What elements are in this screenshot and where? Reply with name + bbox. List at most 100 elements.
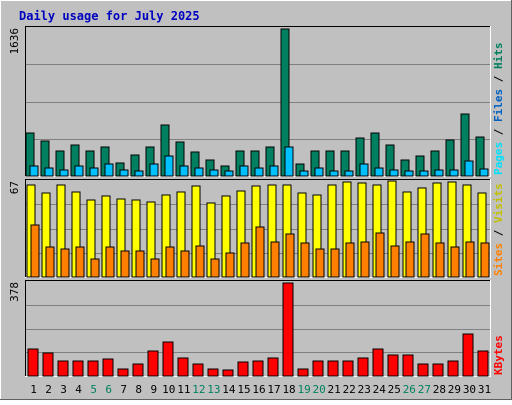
files-bar bbox=[269, 165, 279, 177]
x-tick-label: 2 bbox=[45, 383, 52, 396]
files-bar bbox=[224, 170, 234, 177]
panel-kbytes-legend-label: KBytes bbox=[492, 335, 505, 375]
sites-bar bbox=[180, 250, 190, 278]
sites-bar bbox=[420, 233, 430, 278]
kbytes-bar bbox=[117, 368, 129, 377]
sites-bar bbox=[480, 242, 490, 278]
kbytes-bar bbox=[132, 363, 144, 377]
files-bar bbox=[329, 170, 339, 177]
kbytes-bar bbox=[72, 360, 84, 377]
legend-part: / bbox=[492, 122, 505, 142]
x-axis-tick-labels: 1 2 3 4 5 6 7 8 9 10 11 12 13 14 15 16 17 18 19 20 21 22 23 24 2… bbox=[30, 383, 491, 396]
legend-part: Sites bbox=[492, 243, 505, 276]
x-tick-label: 13 bbox=[207, 383, 220, 396]
files-bar bbox=[149, 163, 159, 177]
chart-title: Daily usage for July 2025 bbox=[19, 9, 200, 23]
x-tick-label: 21 bbox=[328, 383, 341, 396]
x-tick-label: 10 bbox=[162, 383, 175, 396]
kbytes-bar bbox=[222, 369, 234, 377]
panel-visits-legend-label: Sites / Visits bbox=[492, 183, 505, 276]
kbytes-bar bbox=[207, 368, 219, 377]
kbytes-bar bbox=[342, 360, 354, 377]
files-bar bbox=[29, 165, 39, 177]
sites-bar bbox=[165, 246, 175, 278]
files-bar bbox=[374, 167, 384, 177]
panel-kbytes-max-label: 378 bbox=[8, 282, 21, 302]
sites-bar bbox=[270, 241, 280, 278]
kbytes-bar bbox=[42, 352, 54, 377]
x-tick-label: 18 bbox=[282, 383, 295, 396]
files-bar bbox=[44, 167, 54, 177]
kbytes-bar bbox=[252, 360, 264, 377]
panel-visits-max-label: 67 bbox=[8, 181, 21, 194]
x-tick-label: 22 bbox=[343, 383, 356, 396]
x-tick-label: 28 bbox=[433, 383, 446, 396]
kbytes-bar bbox=[57, 360, 69, 377]
chart-panels: 1636 Pages / Files / Hits 67 Sites / Visits… bbox=[8, 26, 505, 377]
files-bar bbox=[434, 169, 444, 177]
files-bar bbox=[359, 163, 369, 177]
files-bar bbox=[179, 165, 189, 177]
sites-bar bbox=[60, 248, 70, 278]
kbytes-bar bbox=[297, 368, 309, 377]
x-tick-label: 7 bbox=[120, 383, 127, 396]
panel-hits: 1636 Pages / Files / Hits bbox=[8, 26, 505, 177]
files-bar bbox=[89, 167, 99, 177]
legend-part: Pages bbox=[492, 142, 505, 175]
x-tick-label: 6 bbox=[105, 383, 112, 396]
files-bar bbox=[254, 167, 264, 177]
files-bar bbox=[134, 170, 144, 177]
kbytes-bar bbox=[87, 360, 99, 377]
sites-bar bbox=[345, 242, 355, 278]
x-tick-label: 20 bbox=[313, 383, 326, 396]
kbytes-bar bbox=[102, 358, 114, 377]
files-bar bbox=[299, 170, 309, 177]
kbytes-bar bbox=[387, 354, 399, 377]
x-tick-label: 14 bbox=[222, 383, 236, 396]
kbytes-bar bbox=[147, 350, 159, 377]
panel-kbytes: 378 KBytes bbox=[8, 280, 505, 377]
x-tick-label: 11 bbox=[177, 383, 190, 396]
x-tick-label: 30 bbox=[463, 383, 476, 396]
sites-bar bbox=[210, 258, 220, 278]
x-tick-label: 1 bbox=[30, 383, 37, 396]
sites-bar bbox=[90, 258, 100, 278]
x-tick-label: 15 bbox=[237, 383, 250, 396]
sites-bar bbox=[375, 232, 385, 278]
x-tick-label: 29 bbox=[448, 383, 461, 396]
kbytes-bar bbox=[267, 357, 279, 377]
files-bar bbox=[419, 170, 429, 177]
sites-bar bbox=[330, 248, 340, 278]
sites-bar bbox=[285, 233, 295, 278]
sites-bar bbox=[45, 246, 55, 278]
legend-part: KBytes bbox=[492, 335, 505, 375]
sites-bar bbox=[360, 241, 370, 278]
legend-part: / bbox=[492, 69, 505, 89]
kbytes-bar bbox=[177, 357, 189, 377]
kbytes-bar bbox=[312, 360, 324, 377]
sites-bar bbox=[255, 226, 265, 278]
legend-part: Visits bbox=[492, 183, 505, 223]
x-tick-label: 25 bbox=[388, 383, 401, 396]
sites-bar bbox=[75, 246, 85, 278]
files-bar bbox=[119, 169, 129, 177]
kbytes-bar bbox=[432, 363, 444, 377]
sites-bar bbox=[315, 248, 325, 278]
sites-bar bbox=[465, 241, 475, 278]
sites-bar bbox=[240, 242, 250, 278]
files-bar bbox=[389, 169, 399, 177]
sites-bar bbox=[150, 258, 160, 278]
sites-bar bbox=[120, 250, 130, 278]
legend-part: / bbox=[492, 223, 505, 243]
legend-part: Files bbox=[492, 89, 505, 122]
x-tick-label: 3 bbox=[60, 383, 67, 396]
kbytes-bar bbox=[162, 341, 174, 377]
sites-bar bbox=[105, 246, 115, 278]
files-bar bbox=[194, 167, 204, 177]
x-tick-label: 19 bbox=[297, 383, 310, 396]
kbytes-bar bbox=[27, 348, 39, 377]
kbytes-bar bbox=[447, 360, 459, 377]
kbytes-bar bbox=[477, 350, 489, 377]
panel-hits-max-label: 1636 bbox=[8, 28, 21, 55]
